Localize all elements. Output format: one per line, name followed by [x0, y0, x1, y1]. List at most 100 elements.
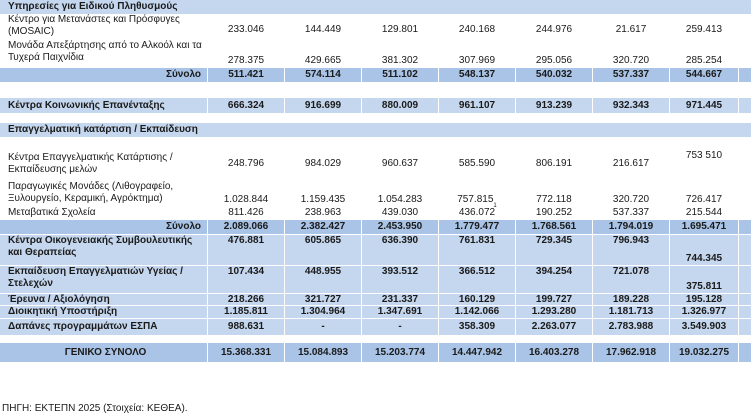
value-cell: 2.453.950 — [362, 220, 439, 234]
value-text: 1.768.561 — [531, 221, 577, 232]
value-text: 366.512 — [458, 266, 496, 277]
row-label: Κέντρα Κοινωνικής Επανένταξης — [0, 98, 208, 113]
value-text: 1.142.066 — [454, 306, 500, 317]
value-text: 19.032.275 — [678, 346, 730, 358]
value-text: 144.449 — [304, 24, 342, 35]
value-text: 218.266 — [227, 293, 265, 305]
value-cell: 1.054.283 — [362, 179, 439, 206]
value-text: 375.811 — [686, 281, 722, 292]
value-cell: 15.368.331 — [208, 343, 285, 362]
spacer-row — [0, 138, 751, 150]
value-text: 772.118 — [536, 194, 572, 205]
value-text: 199.727 — [535, 293, 573, 305]
value-cell: 393.512 — [362, 266, 439, 293]
value-cell: 278.375 — [208, 37, 285, 67]
value-cell: 195.128 — [670, 294, 739, 305]
value-cell: 811.426 — [208, 207, 285, 219]
table-row: Έρευνα / Αξιολόγηση 218.266 321.727 231.337… — [0, 294, 751, 306]
value-text: 3.549.903 — [681, 321, 727, 332]
value-text: 17.962.918 — [605, 346, 657, 358]
row-label-text: Δαπάνες προγραμμάτων ΕΣΠΑ — [8, 321, 158, 332]
value-text: 107.434 — [227, 266, 265, 277]
value-cell: 540.032 — [516, 68, 593, 82]
value-cell: 19.032.275 — [670, 343, 739, 362]
subtotal-row: Σύνολο 2.089.066 2.382.427 2.453.950 1.779.4… — [0, 220, 751, 235]
row-label: Κέντρο για Μετανάστες και Πρόσφυγες (MOS… — [0, 14, 208, 37]
value-cell: 248.796 — [208, 150, 285, 178]
value-text: 278.375 — [227, 55, 265, 66]
value-cell: 190.252 — [516, 207, 593, 219]
spacer-row — [0, 114, 751, 123]
value-cell: 2.783.988 — [593, 319, 670, 335]
row-label: Κέντρα Επαγγελματικής Κατάρτισης / Εκπαί… — [0, 150, 208, 178]
value-cell: 796.943 — [593, 235, 670, 265]
value-text: 574.114 — [305, 69, 341, 80]
value-text: 195.128 — [685, 293, 723, 305]
value-text: 231.337 — [381, 293, 419, 305]
row-label-text: Σύνολο — [165, 69, 201, 80]
value-text: 1.794.019 — [608, 221, 654, 232]
value-cell: 233.046 — [208, 15, 285, 36]
row-label: Σύνολο — [0, 220, 208, 234]
value-text: 916.699 — [304, 99, 342, 111]
value-cell: 1.695.471 — [670, 220, 739, 234]
value-cell: 984.029 — [285, 150, 362, 178]
table-row: Μεταβατικά Σχολεία 811.426 238.963 439.030 4… — [0, 207, 751, 220]
row-label-text: Κέντρα Επαγγελματικής Κατάρτισης / Εκπαί… — [8, 152, 173, 175]
value-cell: 240.168 — [439, 15, 516, 36]
table-row: Εκπαίδευση Επαγγελματιών Υγείας / Στελεχ… — [0, 266, 751, 294]
row-label: Μονάδα Απεξάρτησης από το Αλκοόλ και τα … — [0, 37, 208, 67]
value-cell: 537.337 — [593, 207, 670, 219]
row-label-text: Κέντρα Κοινωνικής Επανένταξης — [8, 99, 165, 111]
value-cell: 429.665 — [285, 37, 362, 67]
value-cell: 1.181.713 — [593, 306, 670, 318]
value-cell: 2.263.077 — [516, 319, 593, 335]
value-text: 2.453.950 — [377, 221, 423, 232]
value-text: 1.181.713 — [608, 306, 654, 317]
table-row: Παραγωγικές Μονάδες (Λιθογραφείο, Ξυλουρ… — [0, 179, 751, 209]
value-cell: 574.114 — [285, 68, 362, 82]
value-cell: 216.617 — [593, 150, 670, 178]
value-text: 295.056 — [535, 55, 573, 66]
value-cell: 215.544 — [670, 207, 739, 219]
value-cell: 806.191 — [516, 150, 593, 178]
section-header: Υπηρεσίες για Ειδικού Πληθυσμούς — [0, 0, 751, 15]
value-cell: 295.056 — [516, 37, 593, 67]
value-text: 233.046 — [227, 24, 265, 35]
value-cell: 17.962.918 — [593, 343, 670, 362]
value-cell: - — [285, 319, 362, 335]
value-cell: 729.345 — [516, 235, 593, 265]
grand-total-row: ΓΕΝΙΚΟ ΣΥΝΟΛΟ 15.368.331 15.084.893 15.203.… — [0, 343, 751, 363]
section-title: Υπηρεσίες για Ειδικού Πληθυσμούς — [8, 1, 178, 12]
value-text: 961.107 — [458, 99, 496, 111]
value-text: 129.801 — [381, 24, 419, 35]
value-text: 971.445 — [685, 99, 723, 111]
value-cell: 2.089.066 — [208, 220, 285, 234]
section-title: Επαγγελματική κατάρτιση / Εκπαίδευση — [8, 124, 198, 135]
row-label-text: Μονάδα Απεξάρτησης από το Αλκοόλ και τα … — [8, 40, 202, 63]
value-text: 932.343 — [612, 99, 650, 111]
value-cell: 3.549.903 — [670, 319, 739, 335]
value-text: 429.665 — [304, 55, 342, 66]
value-text: 2.089.066 — [223, 221, 269, 232]
value-text: 14.447.942 — [451, 346, 503, 358]
value-cell: 1.794.019 — [593, 220, 670, 234]
value-text: 753 510 — [685, 150, 723, 161]
value-text: 913.239 — [535, 99, 573, 111]
value-text: 960.637 — [381, 158, 419, 169]
value-text: 744.345 — [685, 253, 723, 264]
value-cell: 548.137 — [439, 68, 516, 82]
value-cell: 721.078 — [593, 266, 670, 293]
table-row: Μονάδα Απεξάρτησης από το Αλκοόλ και τα … — [0, 37, 751, 68]
value-text: 393.512 — [381, 266, 419, 277]
spacer-row — [0, 83, 751, 98]
value-cell: 199.727 — [516, 294, 593, 305]
value-text: 320.720 — [612, 194, 650, 205]
row-label: Σύνολο — [0, 68, 208, 82]
value-cell: 394.254 — [516, 266, 593, 293]
row-label-text: Κέντρα Οικογενειακής Συμβουλευτικής και … — [8, 235, 193, 258]
value-text: 439.030 — [381, 207, 419, 218]
value-cell: 15.084.893 — [285, 343, 362, 362]
value-text: 806.191 — [535, 158, 573, 169]
value-text: 1.326.977 — [681, 306, 727, 317]
